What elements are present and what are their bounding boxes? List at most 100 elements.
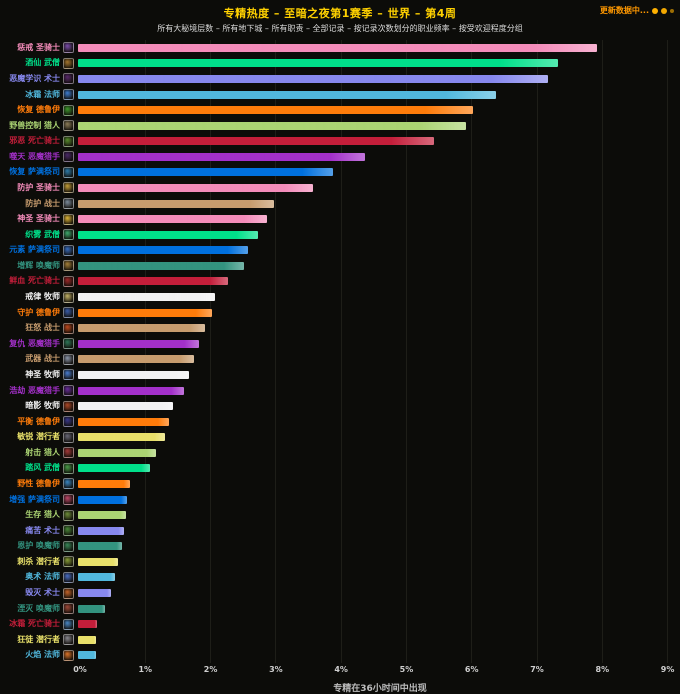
spec-label[interactable]: 野性 德鲁伊 <box>17 478 60 488</box>
spec-icon[interactable] <box>63 42 74 54</box>
spec-icon[interactable] <box>63 603 74 615</box>
spec-label[interactable]: 冰霜 死亡骑士 <box>9 619 60 629</box>
spec-icon[interactable] <box>63 400 74 412</box>
spec-bar[interactable] <box>78 152 366 161</box>
spec-icon[interactable] <box>63 494 74 506</box>
spec-bar[interactable] <box>78 199 274 208</box>
spec-label[interactable]: 防护 战士 <box>25 198 60 208</box>
spec-label[interactable]: 邪恶 死亡骑士 <box>9 136 60 146</box>
spec-icon[interactable] <box>63 291 74 303</box>
spec-icon[interactable] <box>63 525 74 537</box>
spec-bar[interactable] <box>78 121 467 130</box>
spec-bar[interactable] <box>78 370 189 379</box>
spec-label[interactable]: 织雾 武僧 <box>25 229 60 239</box>
spec-bar[interactable] <box>78 183 314 192</box>
spec-label[interactable]: 鲜血 死亡骑士 <box>9 276 60 286</box>
spec-label[interactable]: 神圣 圣骑士 <box>17 214 60 224</box>
spec-label[interactable]: 武器 战士 <box>25 354 60 364</box>
spec-bar[interactable] <box>78 324 206 333</box>
spec-bar[interactable] <box>78 106 473 115</box>
spec-bar[interactable] <box>78 573 116 582</box>
spec-label[interactable]: 射击 猎人 <box>25 447 60 457</box>
spec-bar[interactable] <box>78 308 212 317</box>
spec-bar[interactable] <box>78 589 111 598</box>
spec-bar[interactable] <box>78 620 97 629</box>
spec-icon[interactable] <box>63 198 74 210</box>
spec-label[interactable]: 狂怒 战士 <box>25 323 60 333</box>
spec-bar[interactable] <box>78 277 229 286</box>
spec-label[interactable]: 冰霜 法师 <box>25 89 60 99</box>
spec-icon[interactable] <box>63 244 74 256</box>
spec-label[interactable]: 恢复 德鲁伊 <box>17 105 60 115</box>
spec-label[interactable]: 恢复 萨满祭司 <box>9 167 60 177</box>
spec-icon[interactable] <box>63 213 74 225</box>
spec-bar[interactable] <box>78 511 126 520</box>
spec-icon[interactable] <box>63 338 74 350</box>
spec-icon[interactable] <box>63 104 74 116</box>
spec-icon[interactable] <box>63 556 74 568</box>
spec-icon[interactable] <box>63 509 74 521</box>
spec-icon[interactable] <box>63 416 74 428</box>
spec-bar[interactable] <box>78 635 97 644</box>
spec-icon[interactable] <box>63 135 74 147</box>
spec-label[interactable]: 噬天 恶魔猎手 <box>9 151 60 161</box>
spec-bar[interactable] <box>78 433 166 442</box>
spec-label[interactable]: 恶魔学识 术士 <box>9 73 60 83</box>
spec-icon[interactable] <box>63 462 74 474</box>
spec-icon[interactable] <box>63 151 74 163</box>
spec-icon[interactable] <box>63 182 74 194</box>
spec-icon[interactable] <box>63 260 74 272</box>
spec-label[interactable]: 生存 猎人 <box>25 510 60 520</box>
spec-bar[interactable] <box>78 246 248 255</box>
spec-bar[interactable] <box>78 90 496 99</box>
spec-label[interactable]: 戒律 牧师 <box>25 292 60 302</box>
spec-label[interactable]: 守护 德鲁伊 <box>17 307 60 317</box>
spec-label[interactable]: 毁灭 术士 <box>25 588 60 598</box>
spec-icon[interactable] <box>63 385 74 396</box>
spec-bar[interactable] <box>78 448 157 457</box>
spec-label[interactable]: 暗影 牧师 <box>25 401 60 411</box>
spec-icon[interactable] <box>63 166 74 178</box>
spec-label[interactable]: 元素 萨满祭司 <box>9 245 60 255</box>
spec-icon[interactable] <box>63 587 74 599</box>
spec-bar[interactable] <box>78 542 123 551</box>
spec-bar[interactable] <box>78 59 558 68</box>
spec-icon[interactable] <box>63 634 74 646</box>
spec-bar[interactable] <box>78 74 549 83</box>
spec-label[interactable]: 痛苦 术士 <box>25 525 60 535</box>
spec-label[interactable]: 浩劫 恶魔猎手 <box>9 385 60 395</box>
spec-label[interactable]: 火焰 法师 <box>25 650 60 660</box>
spec-bar[interactable] <box>78 339 199 348</box>
spec-bar[interactable] <box>78 604 106 613</box>
spec-icon[interactable] <box>63 369 74 381</box>
spec-bar[interactable] <box>78 215 268 224</box>
spec-label[interactable]: 敏锐 潜行者 <box>17 432 60 442</box>
spec-label[interactable]: 惩戒 圣骑士 <box>17 42 60 52</box>
spec-label[interactable]: 复仇 恶魔猎手 <box>9 338 60 348</box>
spec-label[interactable]: 神圣 牧师 <box>25 369 60 379</box>
spec-icon[interactable] <box>63 322 74 334</box>
spec-bar[interactable] <box>78 557 119 566</box>
spec-icon[interactable] <box>63 120 74 132</box>
spec-label[interactable]: 平衡 德鲁伊 <box>17 416 60 426</box>
spec-bar[interactable] <box>78 417 170 426</box>
spec-icon[interactable] <box>63 540 74 552</box>
spec-bar[interactable] <box>78 43 598 52</box>
spec-icon[interactable] <box>63 73 74 85</box>
spec-icon[interactable] <box>63 618 74 630</box>
spec-icon[interactable] <box>63 353 74 365</box>
spec-icon[interactable] <box>63 57 74 69</box>
spec-bar[interactable] <box>78 651 96 660</box>
spec-label[interactable]: 恩护 唤魔师 <box>17 541 60 551</box>
spec-label[interactable]: 野兽控制 猎人 <box>9 120 60 130</box>
spec-icon[interactable] <box>63 275 74 287</box>
spec-icon[interactable] <box>63 431 74 443</box>
spec-label[interactable]: 狂徒 潜行者 <box>17 634 60 644</box>
spec-bar[interactable] <box>78 479 131 488</box>
spec-bar[interactable] <box>78 261 245 270</box>
spec-bar[interactable] <box>78 168 333 177</box>
spec-bar[interactable] <box>78 402 173 411</box>
spec-icon[interactable] <box>63 478 74 490</box>
spec-icon[interactable] <box>63 571 74 583</box>
spec-bar[interactable] <box>78 495 127 504</box>
